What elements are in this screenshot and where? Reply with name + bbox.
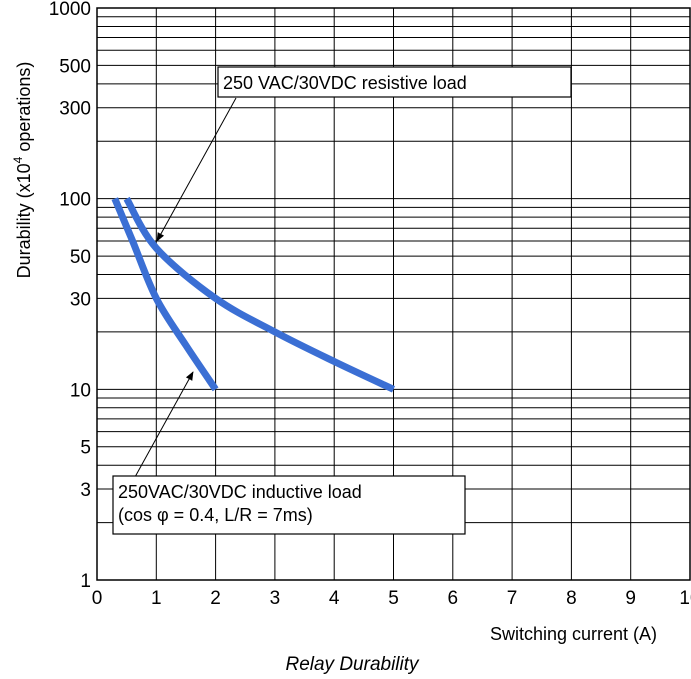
annotation-text-inductive: 250VAC/30VDC inductive load <box>118 482 362 502</box>
x-tick-label: 8 <box>566 588 577 609</box>
x-tick-label: 9 <box>625 588 636 609</box>
x-tick-label: 0 <box>92 588 103 609</box>
y-tick-label: 5 <box>80 438 91 459</box>
x-tick-label: 10 <box>679 588 691 609</box>
chart-title: Relay Durability <box>285 654 420 675</box>
x-tick-label: 2 <box>210 588 221 609</box>
annotations: 250 VAC/30VDC resistive load 250VAC/30VDC… <box>112 66 572 535</box>
annotation-box-inductive <box>112 475 466 535</box>
series-lines <box>111 196 395 393</box>
annotation-arrow-inductive <box>134 371 194 478</box>
plot-frame <box>96 7 691 581</box>
y-axis-title: Durability (x104 operations) <box>11 62 34 279</box>
x-axis-title: Switching current (A) <box>490 624 657 644</box>
x-tick-label: 7 <box>507 588 518 609</box>
x-tick-label: 1 <box>151 588 162 609</box>
series-line-inductive <box>111 197 219 392</box>
annotation-text-resistive: 250 VAC/30VDC resistive load <box>223 73 467 93</box>
y-tick-label: 1 <box>80 571 91 592</box>
annotation-arrow-resistive <box>156 97 237 242</box>
y-tick-label: 10 <box>70 380 91 401</box>
y-tick-label: 1000 <box>49 0 91 20</box>
y-tick-label: 50 <box>70 247 91 268</box>
tick-labels: 0123456789101351030501003005001000 <box>49 0 691 609</box>
x-tick-label: 3 <box>270 588 281 609</box>
y-tick-label: 300 <box>59 99 91 120</box>
annotation-box-resistive <box>217 66 572 98</box>
y-tick-label: 3 <box>80 480 91 501</box>
y-tick-label: 30 <box>70 289 91 310</box>
series-line-resistive <box>123 196 395 393</box>
grid <box>96 7 691 581</box>
x-tick-label: 6 <box>448 588 459 609</box>
y-tick-label: 500 <box>59 56 91 77</box>
y-tick-label: 100 <box>59 190 91 211</box>
x-tick-label: 5 <box>388 588 399 609</box>
x-tick-label: 4 <box>329 588 340 609</box>
annotation-text-inductive: (cos φ = 0.4, L/R = 7ms) <box>118 505 313 525</box>
